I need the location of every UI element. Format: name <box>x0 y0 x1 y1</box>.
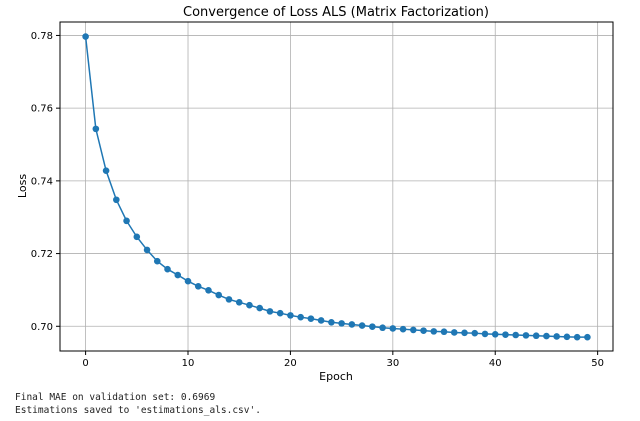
loss-point <box>133 233 141 241</box>
y-tick-label: 0.78 <box>31 31 53 42</box>
loss-point <box>399 325 407 333</box>
output-mae-text: Final MAE on validation set: 0.6969 <box>15 392 216 403</box>
loss-point <box>440 328 448 336</box>
loss-point <box>471 329 479 337</box>
loss-point <box>420 327 427 334</box>
loss-point <box>348 321 356 328</box>
loss-point <box>358 322 366 329</box>
loss-point <box>328 318 335 326</box>
loss-point <box>450 329 458 336</box>
x-tick-label: 10 <box>182 358 195 369</box>
loss-point <box>512 331 520 339</box>
loss-point <box>430 328 438 335</box>
loss-point <box>461 329 468 337</box>
loss-point <box>584 333 591 341</box>
loss-point <box>338 320 345 327</box>
loss-point <box>235 298 243 306</box>
loss-point <box>123 217 130 225</box>
y-tick-label: 0.70 <box>31 322 53 333</box>
loss-point <box>225 296 233 303</box>
loss-point <box>153 257 161 265</box>
loss-point <box>502 331 509 338</box>
loss-point <box>174 271 182 279</box>
loss-point <box>573 333 581 341</box>
x-tick-label: 40 <box>489 358 502 369</box>
loss-point <box>82 33 89 40</box>
loss-point <box>297 313 304 321</box>
loss-point <box>266 308 274 315</box>
loss-point <box>92 125 100 133</box>
loss-point <box>276 309 284 317</box>
x-tick-label: 20 <box>284 358 297 369</box>
loss-point <box>256 304 263 312</box>
loss-point <box>532 332 540 340</box>
x-axis-label: Epoch <box>319 370 353 383</box>
loss-point <box>369 323 376 330</box>
loss-point <box>379 324 386 332</box>
loss-point <box>164 265 171 273</box>
loss-point <box>205 286 212 294</box>
loss-point <box>307 315 315 322</box>
y-tick-label: 0.76 <box>31 104 53 115</box>
x-tick-label: 30 <box>386 358 399 369</box>
x-tick-label: 50 <box>591 358 604 369</box>
loss-point <box>246 301 253 309</box>
loss-point <box>317 317 325 324</box>
loss-point <box>522 332 530 339</box>
loss-point <box>543 332 550 340</box>
loss-line <box>84 36 588 338</box>
y-tick-label: 0.72 <box>31 249 53 260</box>
x-tick-label: 0 <box>82 358 88 369</box>
loss-point <box>553 333 560 340</box>
loss-point <box>143 246 151 254</box>
chart-title: Convergence of Loss ALS (Matrix Factoriz… <box>183 5 489 20</box>
plot-frame <box>59 21 614 352</box>
loss-point <box>563 333 571 341</box>
loss-point <box>184 277 192 285</box>
loss-point <box>481 330 489 338</box>
y-axis-label: Loss <box>16 174 29 198</box>
loss-point <box>410 326 417 334</box>
loss-point <box>287 312 294 319</box>
output-saved-text: Estimations saved to 'estimations_als.cs… <box>15 405 261 416</box>
loss-point <box>102 167 110 174</box>
loss-point <box>194 282 202 290</box>
loss-point <box>113 196 120 204</box>
loss-point <box>389 325 397 332</box>
loss-point <box>491 330 499 338</box>
y-tick-label: 0.74 <box>31 176 53 187</box>
loss-point <box>215 291 223 299</box>
